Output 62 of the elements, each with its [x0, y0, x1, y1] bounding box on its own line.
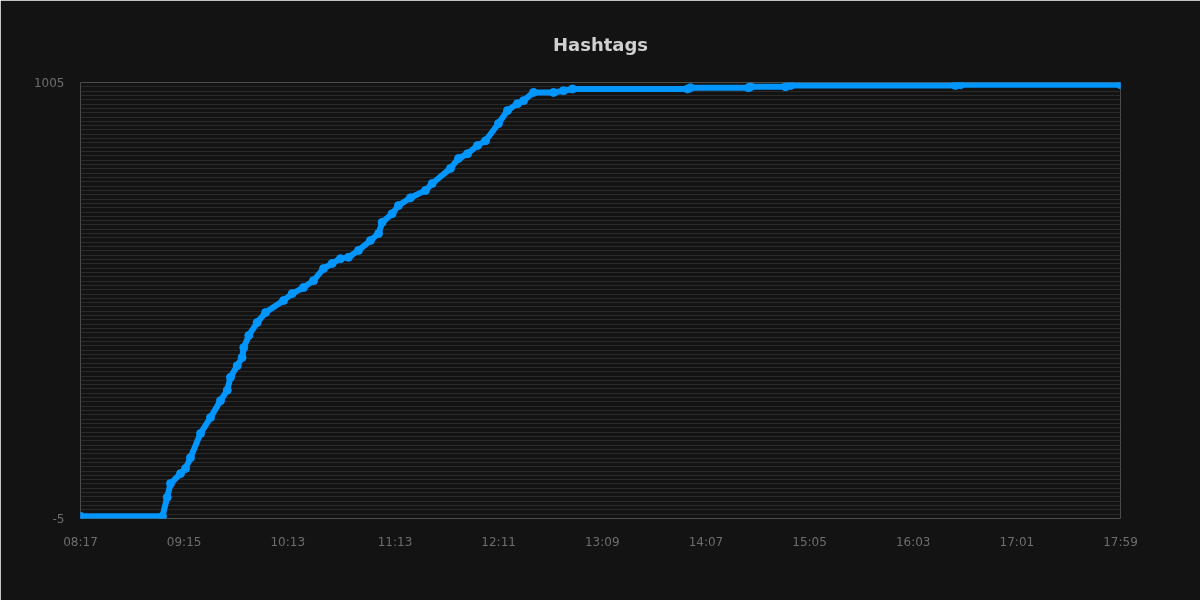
x-tick-label: 10:13 — [270, 534, 306, 549]
point — [157, 511, 167, 519]
point — [215, 396, 225, 406]
point — [420, 185, 430, 195]
point — [405, 193, 415, 203]
x-tick-label: 11:13 — [377, 534, 413, 549]
point — [472, 141, 482, 151]
x-tick-label: 16:03 — [895, 534, 931, 549]
x-tick-label: 13:09 — [585, 534, 620, 549]
point — [393, 201, 403, 211]
point — [327, 258, 337, 268]
point — [494, 119, 503, 128]
point — [287, 289, 297, 299]
point — [377, 217, 387, 227]
point — [252, 318, 262, 328]
point — [481, 136, 491, 146]
point — [232, 361, 242, 371]
point — [185, 453, 195, 463]
point — [335, 254, 345, 264]
point — [196, 428, 206, 438]
point — [162, 492, 172, 502]
x-tick-label: 15:05 — [792, 534, 827, 549]
point — [365, 236, 375, 245]
x-tick-label: 17:01 — [999, 534, 1035, 549]
point — [222, 385, 232, 395]
point — [353, 245, 363, 255]
point — [956, 82, 965, 90]
y-tick-label: 1005 — [33, 76, 65, 90]
point — [374, 229, 384, 239]
point — [463, 149, 473, 159]
point — [549, 87, 558, 97]
point — [237, 352, 247, 362]
y-tick-label: -5 — [52, 512, 65, 526]
point — [298, 283, 308, 293]
x-tick-label: 09:15 — [166, 534, 202, 549]
point — [225, 372, 235, 382]
point — [518, 96, 528, 106]
point — [308, 276, 318, 286]
point — [176, 469, 185, 479]
x-tick-label: 14:07 — [688, 534, 724, 549]
point — [261, 308, 271, 318]
point — [206, 412, 216, 422]
point — [319, 264, 329, 274]
point — [503, 106, 513, 116]
x-tick-label: 08:17 — [63, 534, 98, 549]
point — [239, 343, 249, 353]
point — [512, 99, 522, 109]
point — [567, 84, 577, 94]
point — [558, 86, 568, 96]
point — [166, 479, 176, 489]
point — [454, 153, 464, 163]
point — [181, 463, 191, 473]
point — [427, 179, 437, 189]
x-tick-label: 17:59 — [1103, 534, 1138, 549]
point — [279, 296, 289, 305]
point — [344, 252, 354, 262]
point — [445, 163, 455, 173]
x-tick-label: 12:11 — [481, 534, 516, 549]
point — [244, 330, 254, 340]
chart-title: Hashtags — [552, 33, 649, 55]
point — [528, 87, 538, 97]
point — [387, 209, 397, 219]
